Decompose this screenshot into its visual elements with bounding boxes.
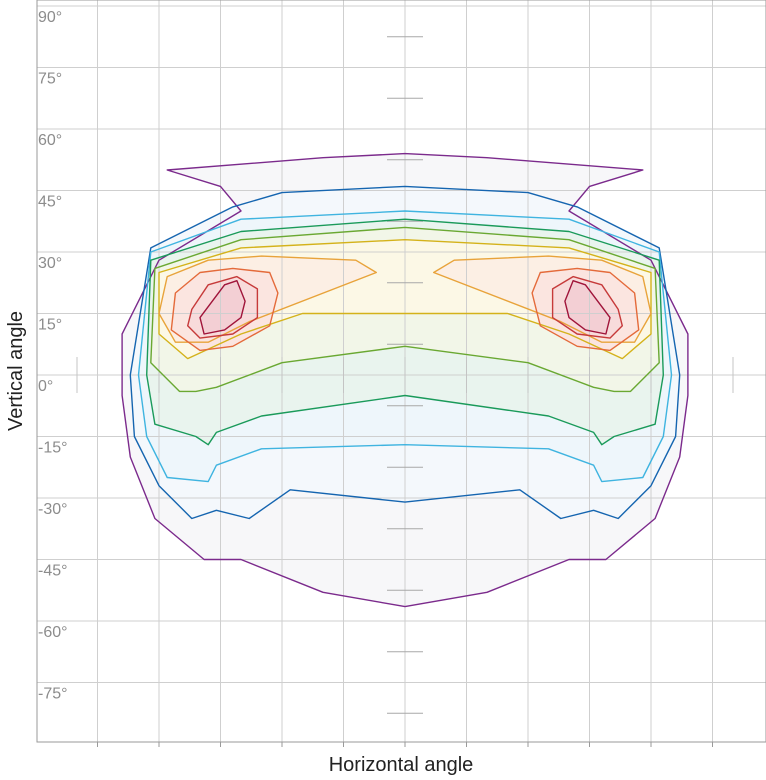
contour-line-level-7 [433,255,652,343]
contour-line-level-9 [551,275,623,339]
y-tick-label: 90° [38,9,62,26]
y-tick-label: -30° [38,501,68,518]
y-tick-label: 60° [38,132,62,149]
contour-line-level-10 [564,280,611,335]
x-axis-label: Horizontal angle [329,754,474,776]
y-tick-label: -45° [38,563,68,580]
contour-line-level-8 [531,267,640,352]
y-tick-labels: 90° 75° 60° 45° 30° 15° 0° -15° -30° -45° -60° -75° [38,9,68,703]
contour-line-level-2 [129,185,681,520]
y-tick-label: 45° [38,194,62,211]
contour-line-level-10 [199,280,246,335]
y-tick-label: 30° [38,255,62,272]
contour-line-level-4 [146,218,664,446]
grid [37,0,766,747]
y-tick-label: -15° [38,440,68,457]
y-tick-label: 75° [38,71,62,88]
plot-frame [36,0,766,743]
contour-fill-level-10 [200,280,246,334]
contour-line-level-5 [150,226,660,393]
y-tick-label: -75° [38,686,68,703]
contour-line-level-3 [137,210,673,483]
contour-lines [121,152,689,608]
contour-line-level-8 [170,267,279,352]
contour-line-level-7 [158,255,377,343]
y-axis-label: Vertical angle [5,311,27,431]
contour-fill-level-10 [564,280,610,334]
y-tick-label: 0° [38,378,53,395]
y-tick-label: 15° [38,317,62,334]
contour-line-level-9 [187,275,259,339]
contour-line-level-1 [121,152,689,608]
y-tick-label: -60° [38,624,68,641]
